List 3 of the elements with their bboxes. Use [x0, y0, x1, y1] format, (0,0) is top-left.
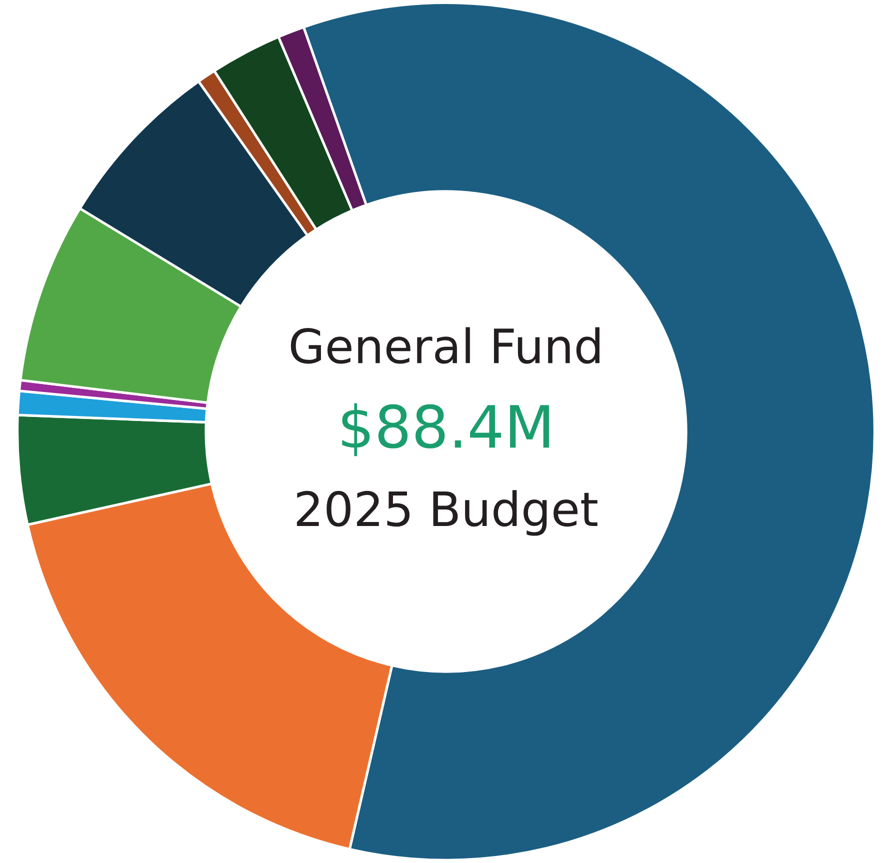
text: General Fund [290, 327, 600, 364]
text: $88.4M [342, 403, 549, 456]
text: 2025 Budget [296, 490, 598, 536]
